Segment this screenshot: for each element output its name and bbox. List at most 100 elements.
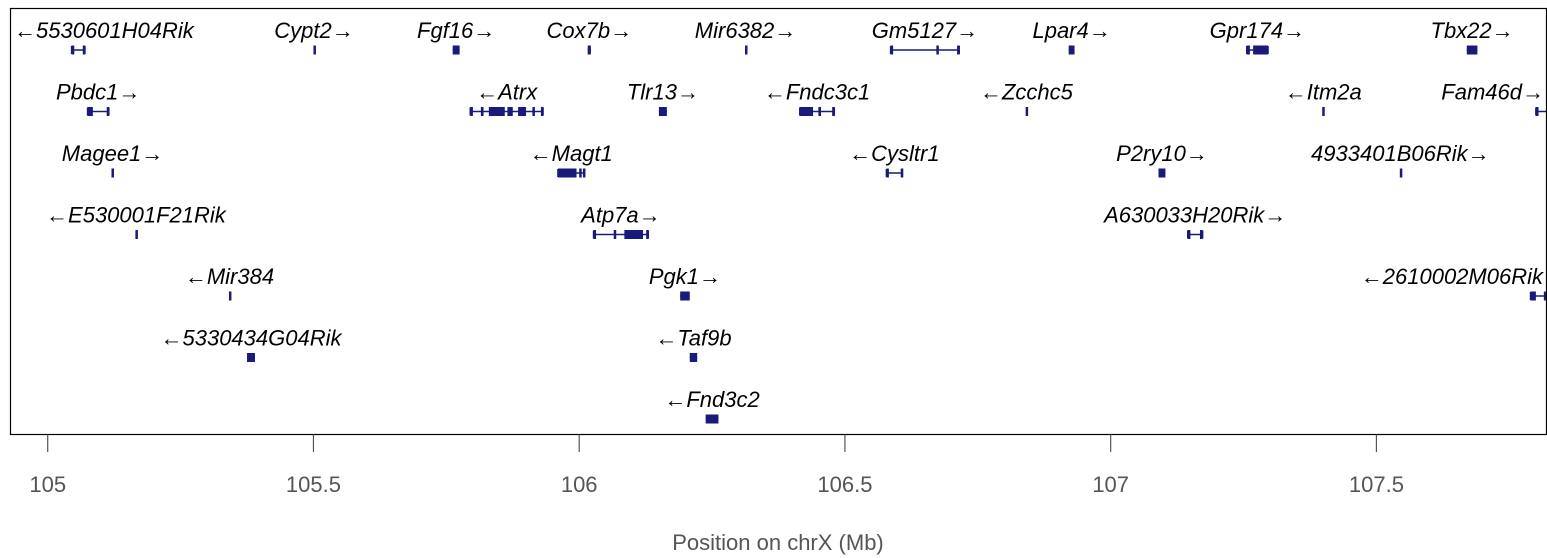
gene-exon bbox=[680, 291, 690, 301]
gene-2610002M06Rik: ←2610002M06Rik bbox=[1361, 264, 1547, 301]
gene-exon bbox=[646, 230, 649, 239]
gene-exon bbox=[1535, 107, 1539, 116]
gene-E530001F21Rik: ←E530001F21Rik bbox=[46, 203, 227, 239]
gene-label: ←2610002M06Rik bbox=[1361, 264, 1544, 289]
gene-exon bbox=[532, 107, 535, 116]
gene-exon bbox=[1068, 45, 1075, 55]
gene-Atp7a: Atp7a→ bbox=[579, 203, 661, 239]
gene-label: Gm5127→ bbox=[872, 18, 978, 43]
gene-exon bbox=[1466, 45, 1478, 55]
gene-exon bbox=[1530, 291, 1536, 301]
gene-label: Magee1→ bbox=[62, 141, 164, 166]
gene-5530601H04Rik: ←5530601H04Rik bbox=[14, 18, 195, 55]
gene-Magee1: Magee1→ bbox=[62, 141, 164, 178]
x-tick-label: 105.5 bbox=[286, 472, 341, 497]
gene-label: Tlr13→ bbox=[627, 80, 699, 105]
gene-exon bbox=[957, 45, 960, 55]
gene-label: 4933401B06Rik→ bbox=[1311, 141, 1490, 166]
gene-Cox7b: Cox7b→ bbox=[546, 18, 632, 55]
gene-label: ←E530001F21Rik bbox=[46, 203, 227, 228]
gene-label: Tbx22→ bbox=[1431, 18, 1514, 43]
gene-exon bbox=[900, 168, 904, 178]
gene-exon bbox=[1253, 45, 1269, 55]
gene-Tlr13: Tlr13→ bbox=[627, 80, 699, 116]
genes-layer: ←5530601H04Rik Cypt2→ Fgf16→ Cox7b→ Mir6382→… bbox=[14, 18, 1547, 424]
gene-label: ←Fnd3c2 bbox=[664, 387, 759, 412]
gene-Mir384: ←Mir384 bbox=[185, 264, 274, 301]
gene-exon bbox=[557, 168, 577, 178]
gene-Pbdc1: Pbdc1→ bbox=[56, 80, 140, 116]
gene-label: ←5330434G04Rik bbox=[160, 326, 342, 351]
gene-Magt1: ←Magt1 bbox=[530, 141, 613, 178]
gene-exon bbox=[1158, 168, 1166, 178]
gene-exon bbox=[87, 107, 93, 116]
gene-exon bbox=[579, 168, 582, 178]
gene-exon bbox=[705, 414, 719, 424]
gene-exon bbox=[518, 107, 527, 116]
gene-exon bbox=[613, 230, 617, 239]
gene-label: Pbdc1→ bbox=[56, 80, 140, 105]
gene-exon bbox=[1399, 168, 1403, 178]
gene-Fndc3c1: ←Fndc3c1 bbox=[764, 80, 870, 116]
gene-label: Cox7b→ bbox=[546, 18, 632, 43]
gene-label: Pgk1→ bbox=[649, 264, 721, 289]
x-axis-title: Position on chrX (Mb) bbox=[672, 530, 884, 555]
x-tick-label: 107 bbox=[1092, 472, 1129, 497]
gene-exon bbox=[1322, 107, 1325, 116]
gene-exon bbox=[1246, 45, 1250, 55]
gene-label: Cypt2→ bbox=[274, 18, 353, 43]
x-tick-label: 106.5 bbox=[817, 472, 872, 497]
gene-label: ←Zcchc5 bbox=[980, 80, 1074, 105]
gene-Lpar4: Lpar4→ bbox=[1032, 18, 1111, 55]
gene-exon bbox=[71, 45, 75, 55]
gene-exon bbox=[540, 107, 544, 116]
gene-exon bbox=[488, 107, 505, 116]
gene-exon bbox=[1025, 107, 1029, 116]
gene-exon bbox=[106, 107, 110, 116]
gene-exon bbox=[82, 45, 86, 55]
gene-exon bbox=[593, 230, 597, 239]
gene-exon bbox=[587, 45, 591, 55]
gene-4933401B06Rik: 4933401B06Rik→ bbox=[1311, 141, 1490, 178]
gene-Fnd3c2: ←Fnd3c2 bbox=[664, 387, 760, 424]
gene-exon bbox=[1199, 230, 1203, 239]
gene-label: Gpr174→ bbox=[1210, 18, 1305, 43]
gene-exon bbox=[135, 230, 138, 239]
gene-Tbx22: Tbx22→ bbox=[1431, 18, 1514, 55]
gene-exon bbox=[624, 230, 643, 239]
gene-label: Atp7a→ bbox=[579, 203, 661, 228]
gene-label: A630033H20Rik→ bbox=[1102, 203, 1286, 228]
gene-Fgf16: Fgf16→ bbox=[417, 18, 495, 55]
x-tick-label: 106 bbox=[561, 472, 598, 497]
gene-label: Fam46d→ bbox=[1441, 80, 1544, 105]
gene-exon bbox=[228, 291, 232, 301]
gene-label: ←Magt1 bbox=[530, 141, 613, 166]
gene-exon bbox=[745, 45, 748, 55]
gene-5330434G04Rik: ←5330434G04Rik bbox=[160, 326, 342, 362]
gene-exon bbox=[658, 107, 667, 116]
gene-exon bbox=[1543, 291, 1547, 301]
gene-exon bbox=[247, 353, 255, 362]
gene-exon bbox=[886, 168, 889, 178]
gene-Mir6382: Mir6382→ bbox=[695, 18, 796, 55]
gene-Gm5127: Gm5127→ bbox=[872, 18, 978, 55]
gene-label: ←Taf9b bbox=[655, 326, 731, 351]
x-axis: 105 105.5 106 106.5 107 107.5 bbox=[29, 434, 1404, 497]
gene-label: ←Atrx bbox=[476, 80, 538, 105]
x-tick-label: 105 bbox=[29, 472, 66, 497]
gene-exon bbox=[313, 45, 316, 55]
gene-exon bbox=[470, 107, 473, 116]
gene-A630033H20Rik: A630033H20Rik→ bbox=[1102, 203, 1286, 239]
gene-label: ←Itm2a bbox=[1285, 80, 1362, 105]
gene-label: ←Mir384 bbox=[185, 264, 274, 289]
gene-Atrx: ←Atrx bbox=[469, 80, 544, 116]
gene-Taf9b: ←Taf9b bbox=[655, 326, 732, 362]
gene-Zcchc5: ←Zcchc5 bbox=[980, 80, 1074, 116]
gene-exon bbox=[507, 107, 513, 116]
gene-label: Mir6382→ bbox=[695, 18, 796, 43]
gene-Cysltr1: ←Cysltr1 bbox=[849, 141, 940, 178]
gene-exon bbox=[1187, 230, 1191, 239]
gene-label: ←Fndc3c1 bbox=[764, 80, 870, 105]
gene-exon bbox=[936, 45, 939, 55]
